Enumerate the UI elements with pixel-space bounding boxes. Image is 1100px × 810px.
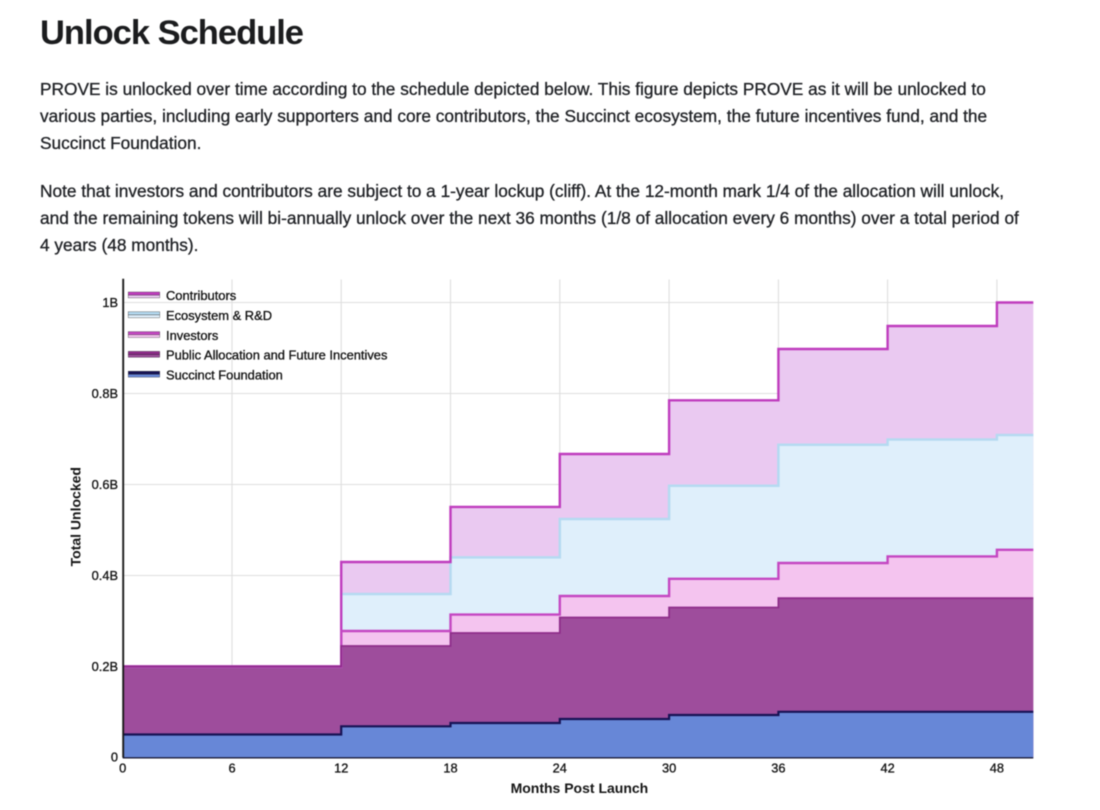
svg-text:36: 36: [771, 761, 785, 776]
svg-text:Investors: Investors: [166, 328, 218, 343]
svg-text:0.4B: 0.4B: [92, 568, 118, 583]
svg-text:1B: 1B: [102, 295, 118, 310]
svg-text:24: 24: [553, 761, 567, 776]
svg-text:12: 12: [334, 761, 348, 776]
svg-text:Public Allocation and Future I: Public Allocation and Future Incentives: [166, 348, 387, 363]
svg-text:Total Unlocked: Total Unlocked: [68, 467, 84, 566]
svg-text:30: 30: [662, 761, 676, 776]
svg-text:18: 18: [443, 761, 457, 776]
svg-text:48: 48: [990, 761, 1004, 776]
svg-text:0.6B: 0.6B: [92, 477, 118, 492]
svg-text:Succinct Foundation: Succinct Foundation: [166, 367, 283, 382]
svg-text:Contributors: Contributors: [166, 288, 236, 303]
svg-text:0.2B: 0.2B: [92, 659, 118, 674]
svg-text:42: 42: [880, 761, 894, 776]
svg-text:Months Post Launch: Months Post Launch: [511, 780, 649, 796]
svg-text:6: 6: [228, 761, 235, 776]
svg-text:0.8B: 0.8B: [92, 386, 118, 401]
svg-text:0: 0: [119, 761, 126, 776]
svg-text:0: 0: [111, 750, 118, 765]
svg-text:Ecosystem & R&D: Ecosystem & R&D: [166, 308, 272, 323]
